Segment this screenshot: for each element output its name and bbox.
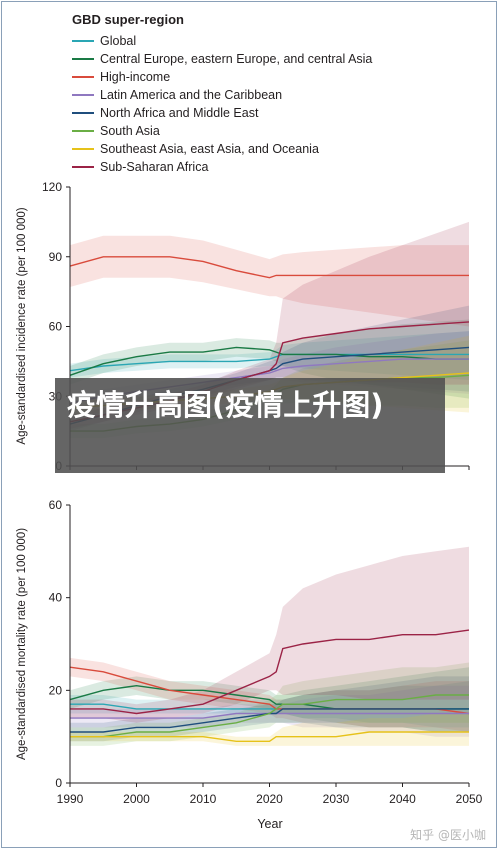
legend-title: GBD super-region <box>72 12 184 27</box>
legend-label: Central Europe, eastern Europe, and cent… <box>100 52 373 66</box>
uncertainty-band <box>70 221 469 429</box>
uncertainty-band <box>70 235 469 327</box>
mortality-y-axis-label: Age-standardised mortality rate (per 100… <box>16 528 28 760</box>
legend-swatch <box>72 40 94 42</box>
legend-swatch <box>72 166 94 168</box>
y-tick-label: 40 <box>49 591 63 605</box>
legend-label: Latin America and the Caribbean <box>100 88 283 102</box>
series-line <box>69 346 469 376</box>
legend-item-central-europe: Central Europe, eastern Europe, and cent… <box>72 50 372 68</box>
legend: GBD super-region Global Central Europe, … <box>72 12 372 176</box>
legend-label: Global <box>100 34 137 48</box>
mortality-uncertainty-bands <box>70 546 469 746</box>
x-tick-label: 2020 <box>256 792 283 806</box>
series-line <box>70 708 469 733</box>
uncertainty-band <box>70 546 469 723</box>
x-tick-label: 2000 <box>123 792 150 806</box>
uncertainty-band <box>70 713 469 746</box>
legend-swatch <box>72 130 94 132</box>
uncertainty-band <box>70 340 469 439</box>
legend-swatch <box>72 148 94 150</box>
series-line <box>70 694 469 738</box>
title-overlay: 疫情升高图(疫情上升图) <box>55 378 445 473</box>
legend-swatch <box>72 58 94 60</box>
legend-swatch <box>72 76 94 78</box>
series-line <box>69 353 469 372</box>
x-axis-label: Year <box>257 817 282 831</box>
watermark: 知乎 @医小咖 <box>410 828 486 842</box>
x-tick-label: 2030 <box>323 792 350 806</box>
overlay-title: 疫情升高图(疫情上升图) <box>67 388 384 422</box>
series-line <box>69 256 469 279</box>
incidence-y-axis-label: Age-standardised incidence rate (per 100… <box>16 207 28 444</box>
y-tick-label: 60 <box>49 498 63 512</box>
legend-label: North Africa and Middle East <box>100 106 259 120</box>
legend-item-south-asia: South Asia <box>72 122 372 140</box>
series-line <box>70 731 469 742</box>
legend-label: South Asia <box>100 124 160 138</box>
legend-item-latin-america: Latin America and the Caribbean <box>72 86 372 104</box>
y-tick-label: 0 <box>55 776 62 790</box>
x-tick-label: 1990 <box>57 792 84 806</box>
uncertainty-band <box>70 685 469 737</box>
x-tick-label: 2050 <box>456 792 483 806</box>
y-tick-label: 120 <box>42 180 62 194</box>
x-tick-label: 2010 <box>190 792 217 806</box>
legend-swatch <box>72 94 94 96</box>
legend-swatch <box>72 112 94 114</box>
x-tick-label: 2040 <box>389 792 416 806</box>
legend-label: Sub-Saharan Africa <box>100 160 209 174</box>
legend-label: High-income <box>100 70 171 84</box>
y-tick-label: 60 <box>49 320 63 334</box>
legend-label: Southeast Asia, east Asia, and Oceania <box>100 142 319 156</box>
uncertainty-band <box>70 331 469 380</box>
series-line <box>70 629 470 715</box>
y-tick-label: 20 <box>49 683 63 697</box>
y-tick-label: 90 <box>49 250 63 264</box>
legend-item-global: Global <box>72 32 372 50</box>
legend-item-sub-saharan: Sub-Saharan Africa <box>72 158 372 176</box>
legend-item-southeast-asia: Southeast Asia, east Asia, and Oceania <box>72 140 372 158</box>
legend-item-north-africa: North Africa and Middle East <box>72 104 372 122</box>
legend-item-high-income: High-income <box>72 68 372 86</box>
mortality-series-lines <box>69 629 470 742</box>
